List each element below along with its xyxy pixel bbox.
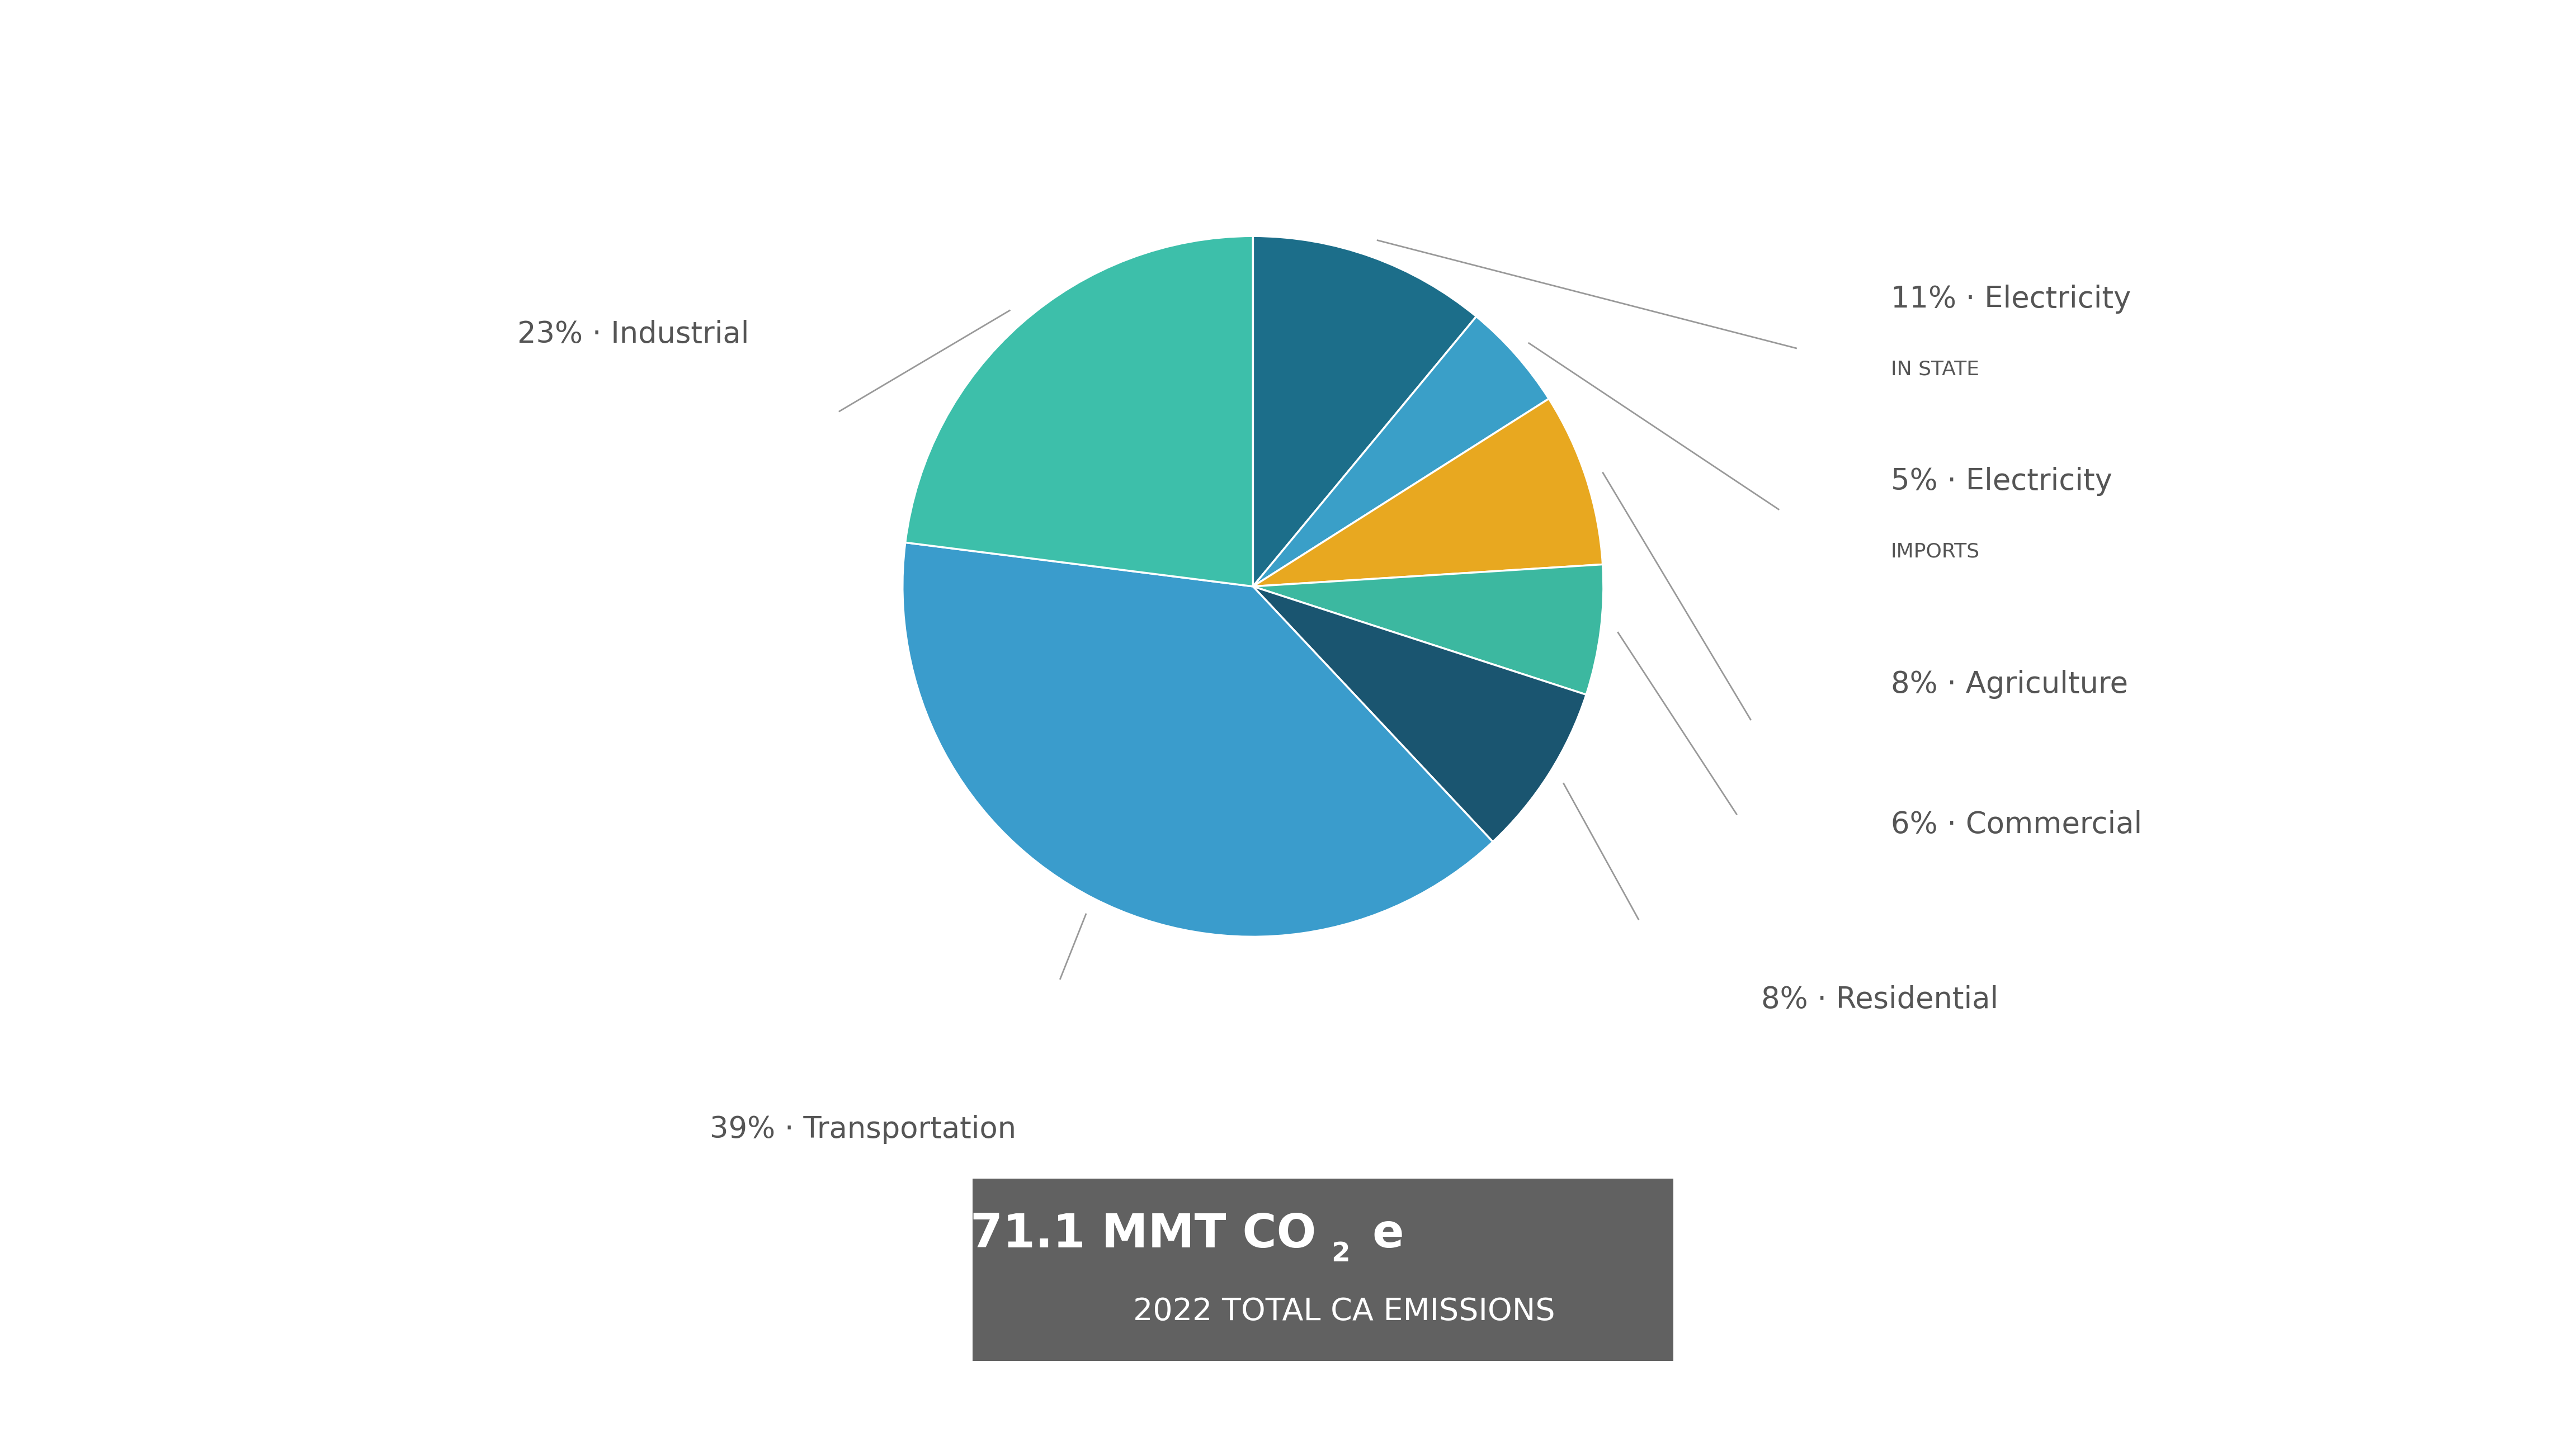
Text: 8% · Agriculture: 8% · Agriculture bbox=[1891, 670, 2128, 699]
FancyBboxPatch shape bbox=[974, 1178, 1674, 1360]
Text: 2022 TOTAL CA EMISSIONS: 2022 TOTAL CA EMISSIONS bbox=[1133, 1297, 1556, 1327]
Wedge shape bbox=[1252, 317, 1548, 586]
Text: 11% · Electricity: 11% · Electricity bbox=[1891, 285, 2130, 314]
Text: 23% · Industrial: 23% · Industrial bbox=[518, 320, 750, 349]
Text: 5% · Electricity: 5% · Electricity bbox=[1891, 467, 2112, 496]
Text: IMPORTS: IMPORTS bbox=[1891, 541, 1981, 561]
Text: 39% · Transportation: 39% · Transportation bbox=[711, 1114, 1018, 1145]
Wedge shape bbox=[902, 543, 1494, 936]
Wedge shape bbox=[1252, 236, 1476, 586]
Wedge shape bbox=[1252, 399, 1602, 586]
Text: e: e bbox=[1373, 1213, 1404, 1257]
Text: 2: 2 bbox=[1332, 1240, 1350, 1268]
Wedge shape bbox=[1252, 564, 1602, 695]
Wedge shape bbox=[1252, 586, 1587, 842]
Text: 371.1 MMT CO: 371.1 MMT CO bbox=[938, 1213, 1316, 1257]
Text: IN STATE: IN STATE bbox=[1891, 360, 1978, 379]
Text: 8% · Residential: 8% · Residential bbox=[1762, 985, 1999, 1014]
Text: 6% · Commercial: 6% · Commercial bbox=[1891, 810, 2143, 839]
Wedge shape bbox=[904, 236, 1252, 586]
